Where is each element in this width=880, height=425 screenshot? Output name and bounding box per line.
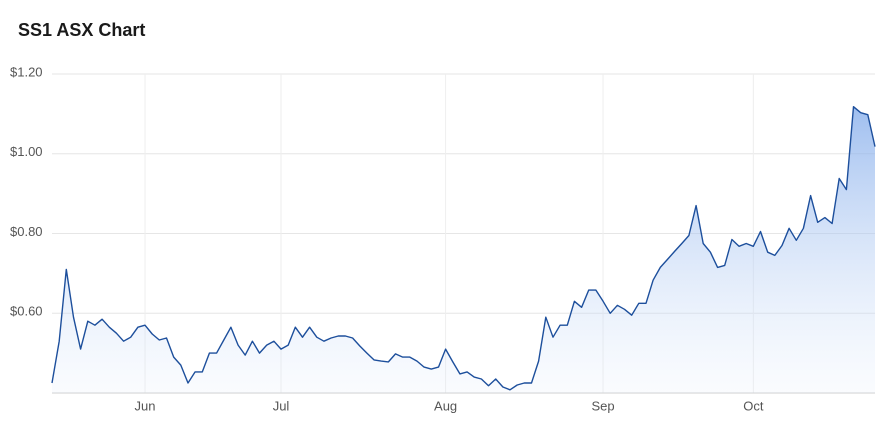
- x-tick-label: Jun: [135, 398, 156, 413]
- price-line: [51, 106, 876, 391]
- x-tick-label: Oct: [743, 398, 764, 413]
- x-tick-label: Sep: [591, 398, 614, 413]
- chart-title: SS1 ASX Chart: [18, 20, 145, 40]
- price-area: [52, 106, 875, 393]
- x-tick-label: Aug: [434, 398, 457, 413]
- y-tick-label: $0.60: [10, 304, 43, 319]
- x-tick-label: Jul: [273, 398, 290, 413]
- y-tick-label: $1.20: [10, 64, 43, 79]
- y-tick-label: $1.00: [10, 144, 43, 159]
- y-tick-label: $0.80: [10, 224, 43, 239]
